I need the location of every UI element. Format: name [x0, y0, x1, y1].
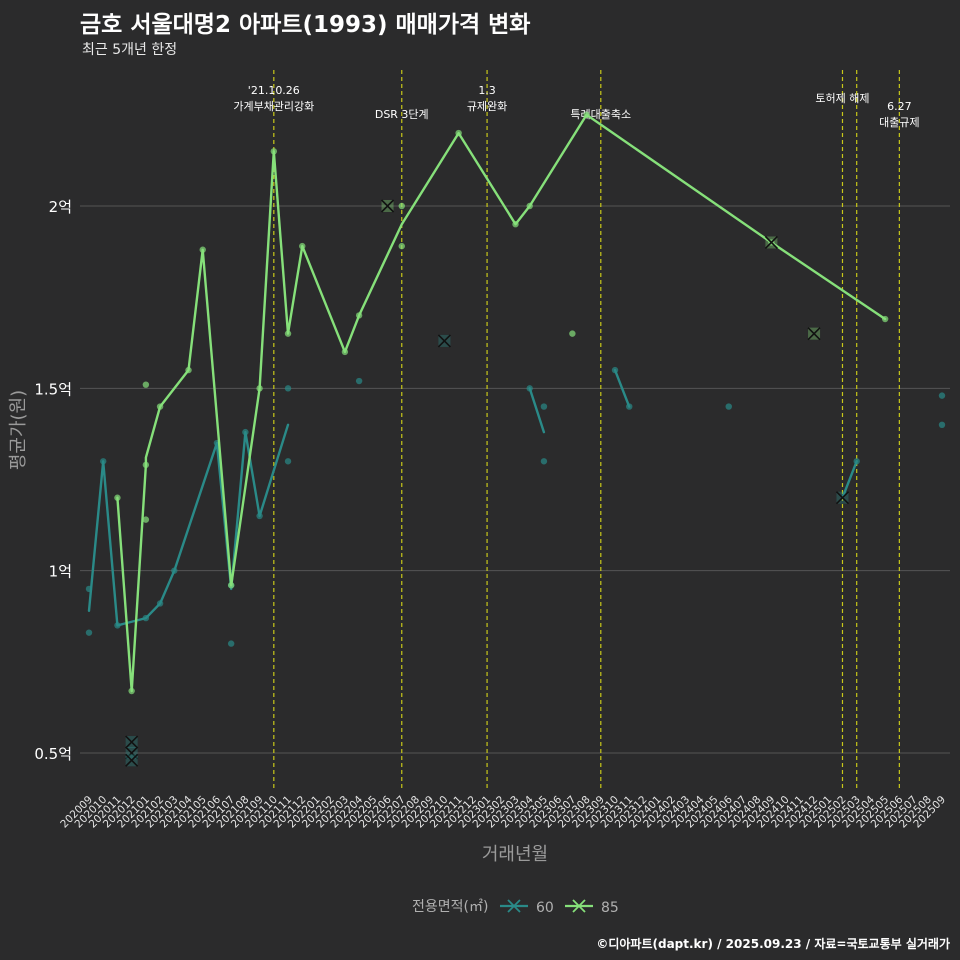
- data-point-85: [114, 494, 121, 501]
- event-label: DSR 3단계: [375, 108, 429, 121]
- data-point-85: [299, 242, 306, 250]
- single-trade-cross: [125, 735, 139, 749]
- single-trade-marker-85: [380, 199, 395, 213]
- data-point-85: [128, 687, 135, 695]
- data-point-85: [398, 202, 405, 210]
- event-label: 특례대출축소: [570, 108, 631, 121]
- data-point-85: [355, 312, 363, 319]
- data-point-60: [611, 366, 619, 374]
- data-point-85: [398, 242, 405, 250]
- series-line-60: [528, 387, 546, 434]
- event-label: 규제완화: [467, 100, 507, 113]
- data-point-60: [938, 392, 946, 399]
- data-point-60: [142, 614, 150, 622]
- data-point-60: [938, 421, 946, 428]
- legend-key-60: [500, 899, 528, 913]
- data-point-85: [512, 221, 519, 228]
- single-trade-marker-85: [807, 327, 821, 341]
- data-point-60: [540, 403, 548, 410]
- data-point-60: [227, 640, 235, 647]
- data-point-60: [540, 458, 548, 465]
- event-label: '21.10.26: [248, 84, 300, 97]
- data-point-85: [185, 366, 192, 374]
- legend-title: 전용면적(㎡): [412, 899, 488, 915]
- legend-swatch-cross: [572, 899, 586, 913]
- data-point-60: [156, 600, 164, 607]
- single-trade-marker-60: [835, 491, 850, 505]
- y-axis-title: 평균가(원): [8, 390, 29, 470]
- legend-label: 85: [601, 900, 619, 916]
- data-point-85: [142, 516, 150, 523]
- data-point-85: [142, 461, 150, 469]
- data-point-60: [526, 385, 533, 392]
- source-caption: ©디아파트(dapt.kr) / 2025.09.23 / 자료=국토교통부 실…: [596, 937, 950, 951]
- data-point-85: [569, 330, 576, 337]
- data-point-85: [142, 381, 150, 388]
- data-point-85: [526, 202, 533, 210]
- data-point-60: [114, 622, 121, 629]
- single-trade-cross: [807, 327, 821, 341]
- single-trade-marker-60: [125, 735, 139, 749]
- data-point-85: [341, 348, 349, 356]
- event-label: 가계부채관리강화: [233, 100, 314, 113]
- data-point-85: [227, 582, 235, 589]
- data-point-60: [626, 403, 633, 410]
- y-tick-label: 1억: [49, 563, 72, 581]
- data-point-85: [156, 403, 164, 410]
- data-point-60: [85, 585, 93, 593]
- series-line-85: [116, 113, 887, 693]
- event-label: 1.3: [478, 84, 496, 97]
- data-point-60: [100, 458, 107, 465]
- event-label: 토허제 해제: [815, 91, 869, 105]
- data-point-85: [199, 246, 206, 253]
- single-trade-cross: [835, 491, 850, 505]
- single-trade-cross: [437, 334, 451, 348]
- single-trade-marker-60: [125, 753, 139, 767]
- data-point-60: [85, 629, 93, 636]
- data-point-60: [853, 458, 860, 465]
- data-point-60: [355, 377, 363, 385]
- data-point-60: [242, 428, 249, 436]
- single-trade-marker-85: [764, 235, 778, 250]
- legend-key-85: [565, 899, 593, 913]
- data-point-85: [284, 330, 292, 337]
- data-point-85: [256, 385, 263, 392]
- series-line-60: [841, 460, 858, 499]
- y-tick-label: 0.5억: [34, 745, 72, 763]
- data-point-60: [284, 385, 292, 392]
- chart-title: 금호 서울대명2 아파트(1993) 매매가격 변화: [80, 12, 531, 38]
- data-point-85: [881, 315, 889, 323]
- series-line-60: [613, 368, 631, 408]
- data-point-60: [284, 458, 292, 465]
- single-trade-cross: [764, 235, 778, 250]
- data-point-60: [725, 403, 732, 410]
- single-trade-cross: [380, 199, 395, 213]
- single-trade-marker-60: [437, 334, 451, 348]
- event-label: 6.27: [887, 100, 912, 113]
- event-label: 대출규제: [879, 116, 919, 129]
- data-point-60: [171, 567, 178, 574]
- data-point-60: [256, 512, 263, 520]
- chart-subtitle: 최근 5개년 한정: [82, 42, 178, 58]
- y-tick-label: 2억: [49, 198, 72, 216]
- single-trade-cross: [125, 753, 139, 767]
- y-tick-label: 1.5억: [34, 380, 72, 398]
- data-point-85: [455, 129, 462, 137]
- data-point-85: [583, 111, 590, 119]
- data-point-85: [270, 148, 278, 155]
- legend-label: 60: [536, 900, 554, 916]
- legend-swatch-cross: [507, 899, 521, 913]
- x-axis-title: 거래년월: [482, 844, 548, 865]
